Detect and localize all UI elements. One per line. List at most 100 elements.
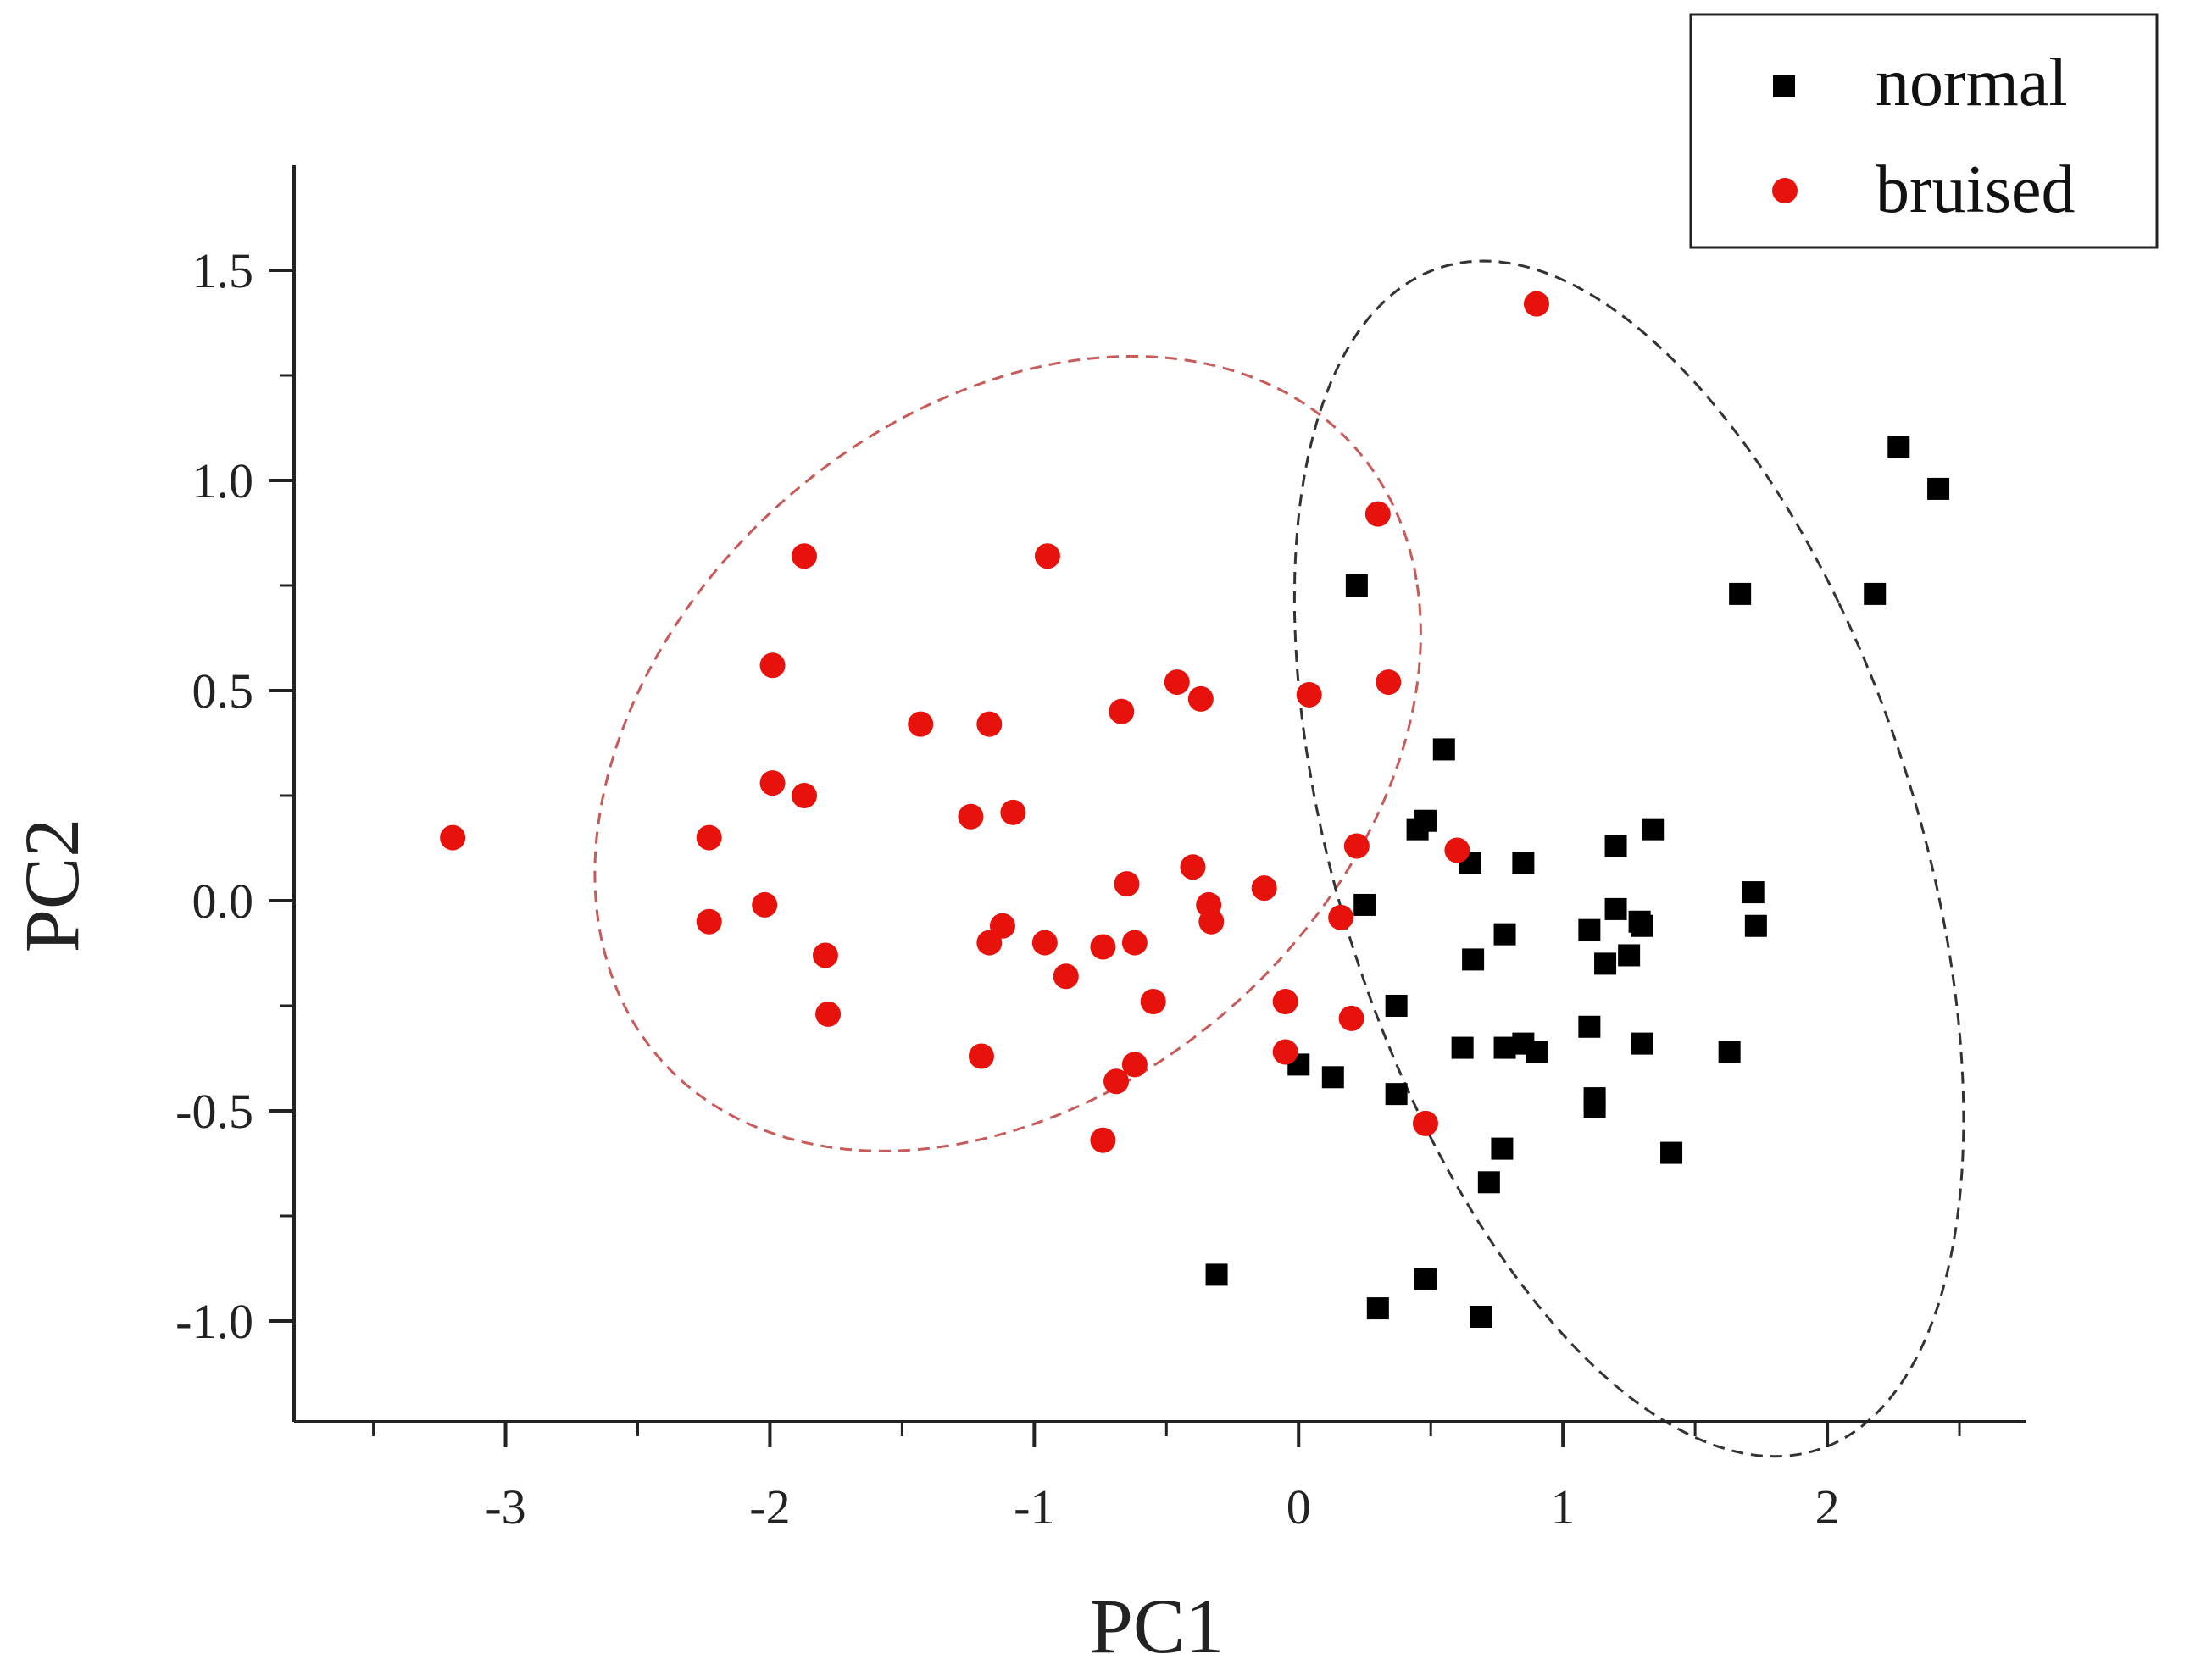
point-bruised [1523,291,1549,317]
point-normal [1594,952,1617,975]
point-bruised [1376,669,1402,696]
y-tick-label: 0.0 [192,874,254,929]
point-normal [1660,1141,1683,1164]
point-bruised [696,908,722,935]
point-normal [1385,994,1408,1017]
point-normal [1631,1032,1653,1055]
point-bruised [696,824,722,851]
point-normal [1618,944,1641,967]
point-normal [1864,582,1887,605]
point-bruised [1412,1110,1438,1136]
point-bruised [440,824,466,851]
point-bruised [1364,501,1391,527]
point-bruised [1034,543,1060,569]
point-normal [1578,918,1601,941]
point-bruised [989,913,1015,939]
point-normal [1462,948,1485,971]
point-bruised [791,543,817,569]
x-tick-label: -3 [485,1479,525,1534]
point-bruised [1114,871,1140,897]
y-tick-label: -1.0 [175,1294,253,1349]
legend-marker-normal [1773,75,1795,97]
point-bruised [1164,669,1190,696]
point-bruised [1296,681,1322,708]
point-normal [1414,809,1437,832]
x-tick-label: 1 [1551,1479,1576,1534]
point-bruised [1090,1127,1116,1153]
point-bruised [1251,875,1277,902]
point-normal [1385,1083,1408,1106]
point-normal [1491,1137,1514,1160]
point-bruised [958,803,984,830]
point-bruised [1140,989,1166,1015]
legend-label-normal: normal [1876,46,2068,120]
y-tick-label: -0.5 [175,1084,253,1139]
point-normal [1470,1306,1492,1329]
x-tick-label: 0 [1287,1479,1311,1534]
point-normal [1744,914,1767,937]
point-bruised [1053,963,1079,990]
ellipse-normal [1292,259,1965,1458]
point-bruised [1000,799,1026,825]
point-bruised [1187,685,1214,712]
point-bruised [968,1043,994,1069]
point-bruised [1121,1052,1148,1078]
confidence-ellipses [593,259,1965,1458]
point-normal [1353,893,1376,916]
point-normal [1604,835,1627,857]
point-bruised [1109,698,1135,724]
point-bruised [1198,908,1225,935]
point-bruised [759,770,786,796]
point-normal [1493,923,1516,946]
point-normal [1345,574,1368,597]
y-tick-label: 1.5 [192,243,254,298]
point-normal [1414,1268,1437,1290]
point-normal [1493,1036,1516,1059]
point-bruised [815,1001,842,1027]
point-normal [1525,1041,1548,1063]
y-tick-label: 1.0 [192,453,254,508]
x-tick-label: 2 [1815,1479,1840,1534]
point-normal [1718,1041,1741,1063]
point-normal [1604,897,1627,920]
x-tick-label: -1 [1014,1479,1054,1534]
data-points [440,291,1950,1329]
point-bruised [1180,854,1206,880]
point-normal [1512,852,1535,874]
x-tick-label: -2 [749,1479,790,1534]
y-axis-title: PC2 [8,819,95,953]
point-normal [1927,477,1950,500]
point-normal [1642,818,1665,841]
point-normal [1432,738,1455,761]
ellipse-bruised [593,354,1422,1152]
point-bruised [1444,837,1470,863]
point-bruised [1090,934,1116,960]
point-bruised [759,652,786,679]
point-bruised [1031,930,1058,956]
point-bruised [812,942,838,968]
tick-marks [269,268,1961,1447]
point-bruised [1328,904,1354,930]
legend-box [1689,13,2159,249]
legend: normal bruised [1689,13,2159,249]
point-bruised [1121,930,1148,956]
point-normal [1205,1263,1228,1286]
legend-label-bruised: bruised [1876,153,2076,227]
point-normal [1477,1171,1500,1194]
x-axis-title: PC1 [1090,1583,1225,1669]
point-normal [1321,1066,1344,1089]
y-tick-label: 0.5 [192,663,254,719]
point-bruised [1338,1005,1364,1031]
point-normal [1366,1297,1389,1320]
point-bruised [791,782,817,808]
point-normal [1628,910,1651,933]
point-normal [1451,1036,1474,1059]
point-bruised [976,711,1003,737]
point-bruised [1272,1039,1298,1065]
point-normal [1578,1015,1601,1038]
tick-labels: -3 -2 -1 0 1 2 -1.0 -0.5 0.0 0.5 1.0 1.5 [175,243,1839,1534]
point-bruised [1103,1068,1130,1095]
axes [292,165,2026,1423]
point-normal [1742,881,1765,904]
